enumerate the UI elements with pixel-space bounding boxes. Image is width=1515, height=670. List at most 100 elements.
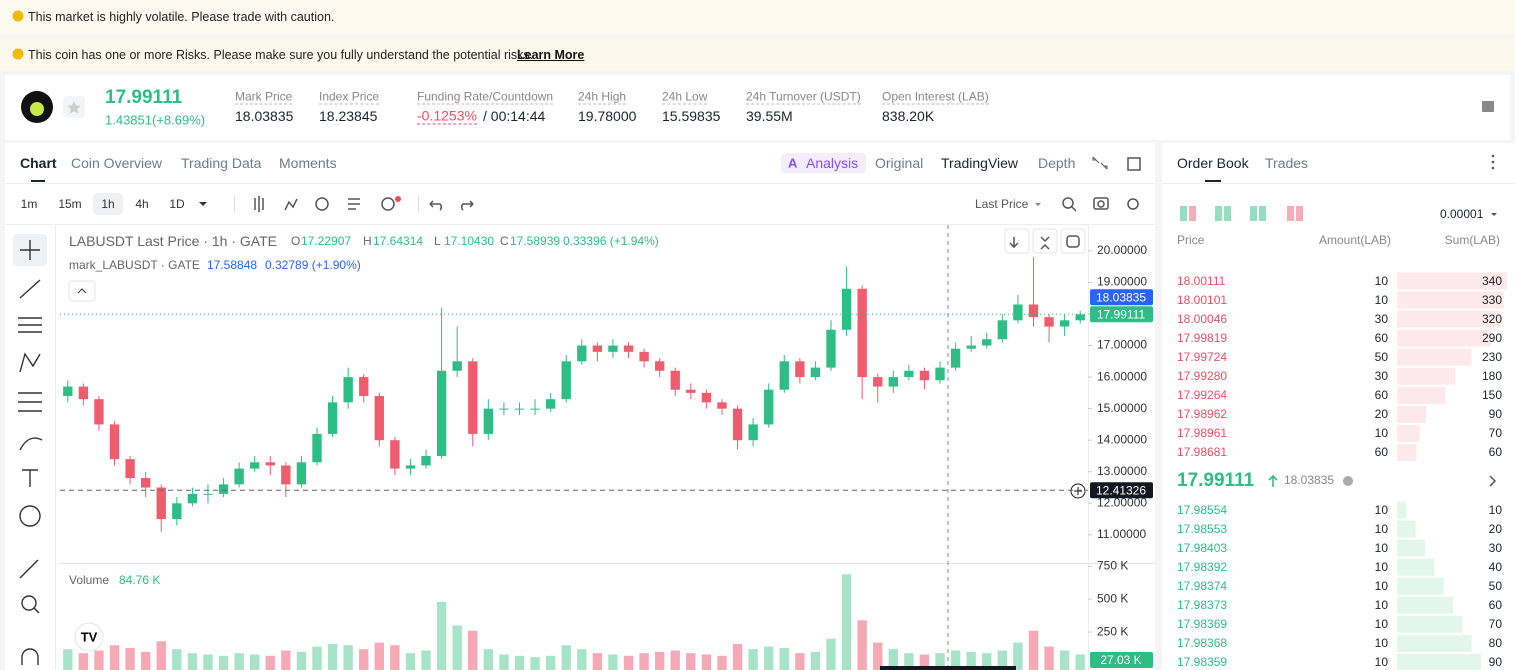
trades-tab[interactable]: Trades bbox=[1265, 155, 1309, 171]
order-price[interactable]: 18.00101 bbox=[1177, 293, 1228, 308]
main-tab[interactable]: Trading Data bbox=[181, 155, 262, 171]
volume-bar bbox=[982, 653, 992, 670]
fullscreen-icon[interactable] bbox=[1092, 156, 1108, 170]
candle-body bbox=[296, 462, 307, 485]
main-tab[interactable]: Moments bbox=[279, 155, 337, 171]
volume-bar bbox=[265, 655, 275, 670]
candle-body bbox=[468, 361, 478, 434]
order-price[interactable]: 17.98962 bbox=[1177, 407, 1228, 422]
view-tab[interactable]: Original bbox=[875, 155, 924, 171]
price-source[interactable]: Last Price bbox=[975, 197, 1029, 211]
precision-select[interactable]: 0.00001 bbox=[1440, 207, 1484, 221]
order-amount: 10 bbox=[1374, 274, 1388, 288]
order-sum: 70 bbox=[1488, 617, 1502, 632]
view-tab[interactable]: TradingView bbox=[941, 155, 1019, 171]
column-header: Sum(LAB) bbox=[1444, 233, 1500, 247]
candle-body bbox=[686, 389, 696, 393]
ai-icon: A bbox=[788, 155, 798, 170]
candle-body bbox=[265, 462, 275, 466]
order-price[interactable]: 17.98961 bbox=[1177, 426, 1228, 441]
notes-icon[interactable] bbox=[1482, 101, 1494, 112]
candle-body bbox=[499, 408, 509, 410]
candle-body bbox=[857, 288, 867, 378]
window-icon[interactable] bbox=[1127, 157, 1141, 171]
order-price[interactable]: 17.98359 bbox=[1177, 655, 1228, 670]
volume-bar bbox=[390, 645, 400, 670]
depth-bar bbox=[1397, 539, 1425, 557]
volume-bar bbox=[873, 642, 883, 670]
order-price[interactable]: 17.98553 bbox=[1177, 522, 1228, 537]
candle-body bbox=[530, 408, 540, 410]
interval-button[interactable]: 15m bbox=[58, 197, 82, 211]
main-tab[interactable]: Coin Overview bbox=[71, 155, 163, 171]
interval-button[interactable]: 1m bbox=[20, 197, 38, 211]
candle-body bbox=[810, 367, 821, 378]
view-tab[interactable]: Analysis bbox=[806, 155, 859, 171]
learn-more-link[interactable]: Learn More bbox=[517, 48, 585, 62]
order-price[interactable]: 17.99280 bbox=[1177, 369, 1228, 384]
chevron bbox=[1489, 475, 1497, 487]
order-sum: 340 bbox=[1481, 274, 1502, 288]
volume-bar bbox=[1059, 650, 1070, 670]
order-price[interactable]: 17.99264 bbox=[1177, 388, 1228, 403]
order-price[interactable]: 17.98373 bbox=[1177, 598, 1228, 613]
order-price[interactable]: 17.98392 bbox=[1177, 560, 1228, 575]
svg-text:TV: TV bbox=[81, 629, 98, 644]
info-icon bbox=[1343, 476, 1353, 486]
order-sum: 10 bbox=[1488, 503, 1502, 517]
candle-body bbox=[218, 484, 229, 494]
order-sum: 290 bbox=[1481, 331, 1502, 346]
volume-bar bbox=[530, 657, 540, 670]
drawing-tools[interactable] bbox=[13, 234, 47, 665]
interval-button[interactable]: 4h bbox=[135, 197, 149, 211]
order-price[interactable]: 17.98374 bbox=[1177, 579, 1228, 594]
layout-icon bbox=[1296, 206, 1303, 221]
order-price[interactable]: 17.98369 bbox=[1177, 617, 1228, 632]
volume-bar bbox=[359, 649, 369, 670]
volume-bar bbox=[483, 649, 494, 670]
price-tag-label: 17.99111 bbox=[1097, 307, 1146, 321]
view-tab[interactable]: Depth bbox=[1038, 155, 1076, 171]
order-book-tab[interactable]: Order Book bbox=[1177, 155, 1249, 171]
order-price[interactable]: 18.00046 bbox=[1177, 312, 1228, 327]
candle-body bbox=[592, 345, 603, 352]
y-tick-label: 15.00000 bbox=[1097, 401, 1147, 415]
order-price[interactable]: 17.99724 bbox=[1177, 350, 1228, 365]
candle-body bbox=[250, 462, 260, 469]
last-price: 17.99111 bbox=[105, 87, 183, 108]
order-amount: 10 bbox=[1374, 598, 1388, 613]
volume-bar bbox=[623, 655, 634, 670]
toolbar-icons[interactable] bbox=[254, 196, 1139, 250]
candle-body bbox=[359, 377, 369, 397]
volume-current: 84.76 K bbox=[119, 573, 161, 587]
y-tick-label: 20.00000 bbox=[1097, 243, 1147, 257]
volume-bar bbox=[795, 653, 805, 670]
order-price[interactable]: 17.98681 bbox=[1177, 445, 1228, 460]
volume-bar bbox=[172, 649, 182, 670]
analysis-pill[interactable] bbox=[781, 153, 866, 173]
candle-body bbox=[281, 465, 291, 485]
volume-bar bbox=[935, 653, 945, 670]
volume-bar bbox=[78, 653, 89, 670]
main-tab[interactable]: Chart bbox=[20, 155, 57, 171]
order-price[interactable]: 17.98403 bbox=[1177, 541, 1228, 556]
depth-bar bbox=[1397, 443, 1417, 461]
volume-bar bbox=[436, 601, 447, 670]
column-header: Amount(LAB) bbox=[1318, 233, 1391, 247]
volume-bar bbox=[857, 620, 867, 670]
interval-button[interactable]: 1h bbox=[101, 197, 115, 211]
depth-bar bbox=[1397, 615, 1463, 633]
order-price[interactable]: 18.00111 bbox=[1177, 274, 1226, 288]
volume-bar bbox=[343, 645, 353, 670]
layout-icon bbox=[1250, 206, 1257, 221]
order-price[interactable]: 17.99819 bbox=[1177, 331, 1228, 346]
order-price[interactable]: 17.98554 bbox=[1177, 503, 1228, 517]
depth-bar bbox=[1397, 653, 1481, 670]
volume-bar bbox=[125, 647, 135, 670]
order-amount: 10 bbox=[1374, 560, 1388, 575]
price-tag-label: 12.41326 bbox=[1096, 483, 1146, 497]
candle-body bbox=[982, 339, 992, 346]
order-price[interactable]: 17.98368 bbox=[1177, 636, 1228, 651]
volume-bar bbox=[452, 625, 462, 670]
interval-button[interactable]: 1D bbox=[169, 197, 185, 211]
